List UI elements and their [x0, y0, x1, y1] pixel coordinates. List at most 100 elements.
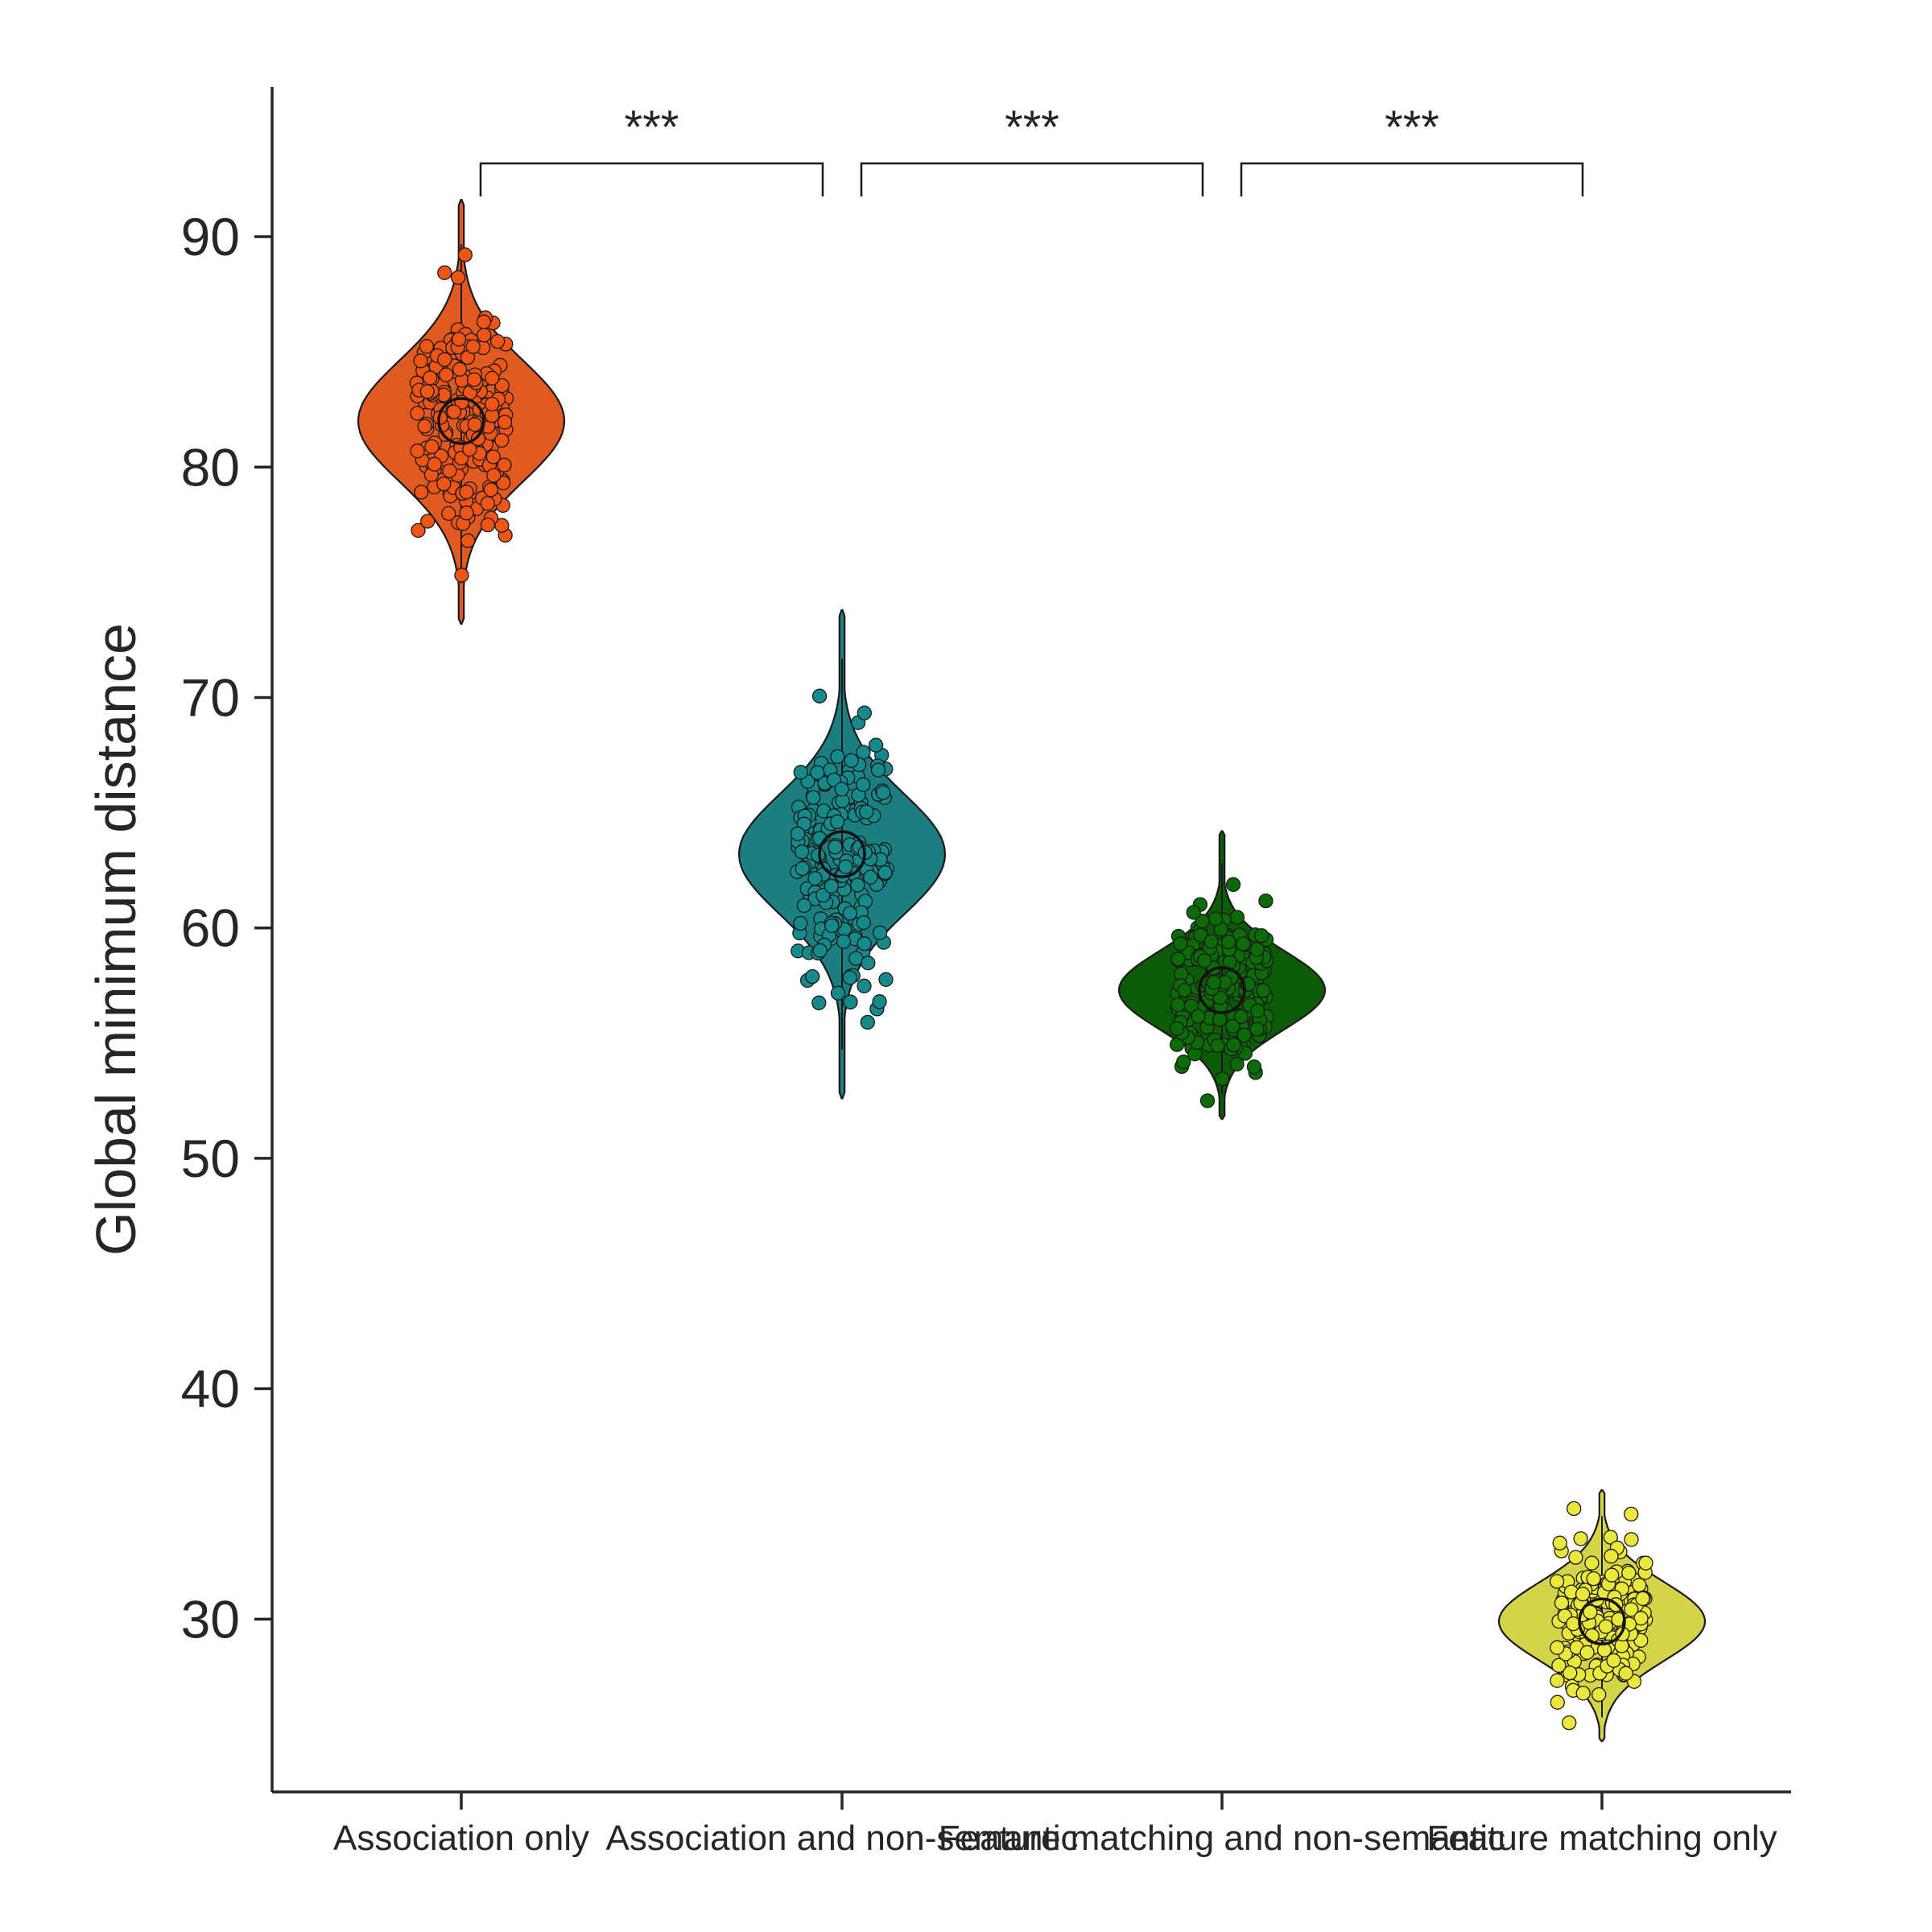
data-point [877, 865, 893, 881]
data-point [824, 918, 840, 934]
data-point [1208, 911, 1224, 927]
violins-layer [357, 199, 1707, 1743]
data-point [790, 826, 806, 841]
data-point [872, 994, 887, 1009]
data-point [1624, 1602, 1639, 1617]
data-point [1203, 934, 1219, 949]
data-point [460, 533, 476, 548]
data-point [494, 378, 510, 394]
data-point [863, 869, 878, 885]
significance-label: *** [1385, 101, 1439, 154]
data-point [1563, 1665, 1578, 1681]
data-point [451, 332, 467, 347]
y-tick-label: 70 [181, 667, 240, 727]
data-point [793, 765, 808, 780]
data-point [439, 367, 454, 382]
data-point [1567, 1501, 1582, 1517]
data-point [1583, 1604, 1598, 1620]
data-point [476, 314, 492, 329]
data-point [842, 970, 858, 985]
x-tick-label: Association and non-semantic [606, 1818, 1079, 1858]
data-point [1633, 1611, 1649, 1626]
data-point [1236, 936, 1251, 952]
data-point [1206, 975, 1222, 990]
data-point [859, 804, 874, 819]
data-point [452, 361, 468, 377]
data-point [1549, 1574, 1565, 1589]
data-point [497, 457, 512, 473]
data-point [485, 396, 500, 412]
data-point [419, 339, 435, 354]
data-point [1550, 1673, 1565, 1688]
significance-bracket [1240, 162, 1584, 196]
data-point [1604, 1567, 1620, 1583]
data-point [446, 404, 462, 419]
data-point [465, 339, 481, 354]
data-point [483, 482, 498, 497]
data-point [437, 352, 452, 367]
data-point [1254, 928, 1269, 943]
data-point [437, 265, 452, 280]
data-point [834, 782, 849, 797]
data-point [410, 444, 425, 459]
data-point [486, 468, 502, 483]
points-layer [409, 247, 1653, 1731]
data-point [1249, 942, 1265, 957]
data-point [856, 745, 871, 760]
data-point [1255, 983, 1271, 998]
data-point [1586, 1571, 1601, 1587]
data-point [1603, 1530, 1618, 1545]
significance-bracket [479, 162, 824, 196]
data-point [466, 372, 482, 387]
data-point [1170, 952, 1186, 967]
data-point [870, 762, 886, 778]
data-point [1210, 1038, 1225, 1054]
data-point [1575, 1587, 1591, 1602]
data-point [454, 568, 469, 583]
data-point [1591, 1686, 1607, 1703]
data-point [1552, 1535, 1567, 1550]
data-point [1169, 1021, 1185, 1036]
data-point [1568, 1550, 1583, 1565]
data-point [806, 790, 821, 805]
data-point [805, 968, 820, 985]
data-point [1249, 1022, 1265, 1037]
data-point [1229, 910, 1245, 925]
data-point [485, 449, 501, 464]
data-point [442, 463, 457, 478]
data-point [1638, 1555, 1653, 1571]
means-layer [437, 397, 1626, 1645]
y-tick-label: 30 [181, 1589, 240, 1649]
data-point [485, 370, 500, 386]
data-point [1225, 877, 1241, 892]
data-point [856, 914, 872, 931]
data-point [842, 906, 858, 921]
data-point [410, 406, 425, 421]
data-point [1604, 1549, 1619, 1564]
data-point [1176, 1055, 1191, 1070]
data-point [828, 840, 843, 855]
data-point [1635, 1591, 1650, 1607]
data-point [850, 877, 865, 893]
data-point [1233, 1009, 1249, 1024]
data-point [1186, 905, 1201, 920]
data-point [868, 737, 884, 753]
y-tick-label: 80 [181, 437, 240, 497]
data-point [1226, 1037, 1241, 1053]
data-point [856, 777, 871, 792]
data-point [1554, 1596, 1570, 1611]
data-point [1170, 997, 1186, 1013]
data-point [811, 995, 827, 1010]
data-point [1621, 1565, 1637, 1581]
y-axis-label: Global minimum distance [85, 623, 147, 1256]
data-point [876, 785, 891, 800]
data-point [494, 432, 510, 448]
data-point [1562, 1715, 1577, 1731]
data-point [1575, 1686, 1591, 1701]
data-point [838, 859, 853, 874]
data-point [1221, 934, 1236, 950]
data-point [427, 456, 442, 472]
data-point [857, 978, 872, 993]
data-point [411, 522, 426, 539]
data-point [872, 925, 888, 940]
